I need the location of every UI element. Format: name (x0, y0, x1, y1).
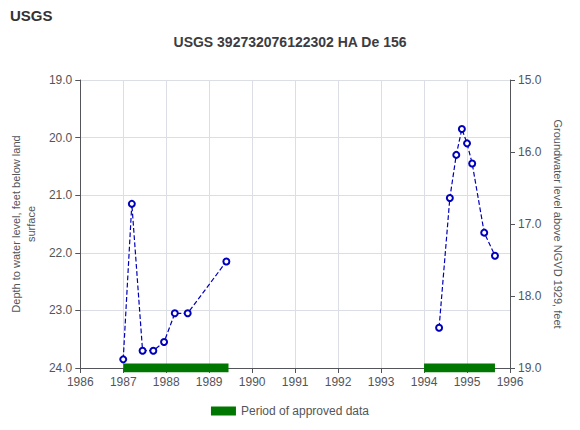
svg-text:24.0: 24.0 (49, 361, 73, 375)
svg-text:17.0: 17.0 (518, 217, 542, 231)
svg-text:19.0: 19.0 (49, 73, 73, 87)
svg-text:1992: 1992 (325, 375, 352, 389)
svg-text:Depth to water level, feet bel: Depth to water level, feet below land (10, 135, 22, 312)
svg-text:1995: 1995 (454, 375, 481, 389)
svg-text:1996: 1996 (497, 375, 524, 389)
svg-text:Groundwater level above NGVD 1: Groundwater level above NGVD 1929, feet (552, 119, 564, 328)
svg-text:19.0: 19.0 (518, 361, 542, 375)
svg-text:USGS 392732076122302 HA De 156: USGS 392732076122302 HA De 156 (174, 34, 407, 50)
svg-text:surface: surface (25, 206, 37, 242)
svg-text:16.0: 16.0 (518, 145, 542, 159)
svg-text:1991: 1991 (282, 375, 309, 389)
svg-text:Period of approved data: Period of approved data (241, 404, 369, 418)
svg-text:1987: 1987 (110, 375, 137, 389)
svg-text:21.0: 21.0 (49, 188, 73, 202)
svg-text:USGS: USGS (10, 7, 53, 24)
svg-text:1993: 1993 (368, 375, 395, 389)
svg-text:23.0: 23.0 (49, 303, 73, 317)
svg-text:1988: 1988 (153, 375, 180, 389)
svg-text:1986: 1986 (67, 375, 94, 389)
svg-text:15.0: 15.0 (518, 73, 542, 87)
svg-text:1990: 1990 (239, 375, 266, 389)
svg-text:20.0: 20.0 (49, 131, 73, 145)
svg-text:1994: 1994 (411, 375, 438, 389)
svg-text:1989: 1989 (196, 375, 223, 389)
svg-text:22.0: 22.0 (49, 246, 73, 260)
svg-text:18.0: 18.0 (518, 289, 542, 303)
